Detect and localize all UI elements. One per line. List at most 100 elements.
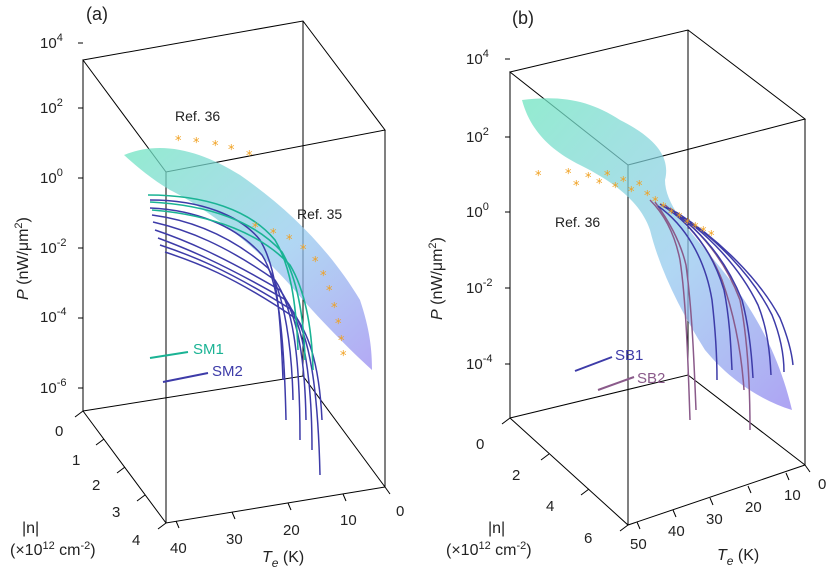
x-tick: 10	[340, 512, 357, 529]
sm2-curve	[151, 214, 294, 401]
legend-sm1-line	[149, 351, 189, 359]
ref36-point: *	[228, 143, 235, 158]
z-tick: 3	[112, 504, 120, 521]
z-tick: 0	[55, 423, 63, 440]
legend-sb2-line	[597, 376, 635, 391]
y-tick: 100	[466, 201, 489, 221]
panel-a-y-ticks: 104 102 100 10-2 10-4 10-6	[40, 32, 83, 397]
sm2-curve	[152, 221, 301, 441]
ref35-point: *	[331, 301, 338, 316]
ref36-point: *	[644, 189, 651, 204]
x-axis-label-a: Te (K)	[262, 549, 304, 570]
ref35-point: *	[340, 349, 347, 364]
annotation-ref35-a: Ref. 35	[297, 206, 342, 222]
ref36-point: *	[660, 201, 667, 216]
panel-b-ref-points: * * * * * * * * * * * * * * * * * * *	[535, 167, 715, 244]
ref36-point: *	[193, 136, 200, 151]
z-axis-label-line2-b: (×1012 cm-2)	[446, 540, 532, 559]
x-tick: 0	[818, 476, 826, 493]
legend-sb1-label: SB1	[615, 347, 643, 364]
z-tick: 0	[476, 436, 484, 453]
panel-b: (b) * * * * *	[427, 8, 826, 568]
y-tick: 10-2	[40, 237, 66, 257]
z-axis-label-line2-a: (×1012 cm-2)	[10, 540, 96, 559]
ref36-point: *	[535, 169, 542, 184]
ref36-point: *	[246, 149, 253, 164]
ref36-point: *	[628, 185, 635, 200]
legend-sm1-label: SM1	[193, 341, 224, 358]
y-tick: 10-2	[466, 277, 492, 297]
sb1-curve	[659, 203, 733, 371]
x-tick: 40	[668, 523, 685, 540]
panel-a: (a) * *	[10, 4, 404, 570]
sb2-curve	[654, 201, 697, 411]
ref36-point: *	[668, 207, 675, 222]
z-tick: 4	[132, 532, 140, 549]
ref35-point: *	[286, 233, 293, 248]
annotation-ref36-b: Ref. 36	[555, 214, 600, 230]
x-axis-label-b: Te (K)	[717, 547, 759, 568]
x-tick: 40	[170, 540, 187, 557]
z-tick: 2	[92, 477, 100, 494]
ref36-point: *	[212, 139, 219, 154]
sb1-curve	[657, 205, 718, 381]
z-axis-label-line1-b: |n|	[488, 520, 505, 537]
panel-b-curves	[649, 199, 794, 431]
panel-a-curves	[147, 194, 323, 476]
ref36-point: *	[612, 181, 619, 196]
y-tick: 104	[40, 32, 63, 52]
panel-a-surface	[124, 147, 372, 370]
sm2-curve	[164, 251, 323, 421]
sb2-curve	[649, 199, 691, 421]
ref35-point: *	[270, 227, 277, 242]
y-tick: 10-6	[40, 377, 66, 397]
panel-a-z-ticks: 0 1 2 3 4	[55, 410, 167, 549]
ref35-point: *	[326, 284, 333, 299]
sm1-curve	[149, 201, 306, 361]
panel-a-x-ticks: 40 30 20 10 0	[170, 486, 404, 557]
ref36-point: *	[708, 229, 715, 244]
ref35-point: *	[300, 243, 307, 258]
sm1-curve	[147, 194, 299, 351]
ref36-point: *	[585, 171, 592, 186]
z-tick: 6	[584, 530, 592, 547]
legend-sb2-label: SB2	[637, 370, 665, 387]
z-axis-label-line1-a: |n|	[22, 520, 39, 537]
panel-b-legend: SB1 SB2	[574, 347, 665, 391]
x-tick: 20	[745, 499, 762, 516]
ref35-point: *	[312, 255, 319, 270]
ref35-point: *	[320, 269, 327, 284]
y-tick: 104	[466, 48, 489, 68]
y-tick: 100	[40, 167, 63, 187]
ref36-point: *	[676, 211, 683, 226]
sm1-curve	[151, 209, 314, 371]
panel-a-legend: SM1 SM2	[149, 341, 243, 383]
y-tick: 10-4	[466, 353, 492, 373]
annotation-ref36-a: Ref. 36	[175, 108, 220, 124]
sm2-curve	[154, 229, 307, 421]
y-axis-label-b: P (nW/μm2)	[427, 237, 446, 320]
panel-b-surface	[522, 98, 792, 411]
x-tick: 30	[226, 531, 243, 548]
sb1-curve	[663, 205, 754, 379]
ref36-point: *	[596, 177, 603, 192]
y-tick: 10-4	[40, 306, 66, 326]
sm2-curve	[157, 237, 313, 451]
sm2-curve	[159, 244, 321, 476]
x-tick: 20	[283, 522, 300, 539]
sb1-curve	[675, 211, 794, 366]
sm2-curve	[149, 207, 287, 421]
z-tick: 2	[512, 467, 520, 484]
y-tick: 102	[40, 97, 63, 117]
x-tick: 50	[630, 536, 647, 553]
legend-sm2-label: SM2	[212, 363, 243, 380]
y-tick: 102	[466, 126, 489, 146]
ref35-point: *	[335, 317, 342, 332]
ref36-point: *	[175, 134, 182, 149]
ref36-point: *	[652, 195, 659, 210]
y-axis-label-a: P (nW/μm2)	[13, 217, 32, 300]
ref35-point: *	[252, 221, 259, 236]
legend-sb1-line	[574, 356, 613, 372]
panel-b-z-ticks: 0 2 4 6	[476, 417, 629, 547]
ref36-point: *	[700, 225, 707, 240]
